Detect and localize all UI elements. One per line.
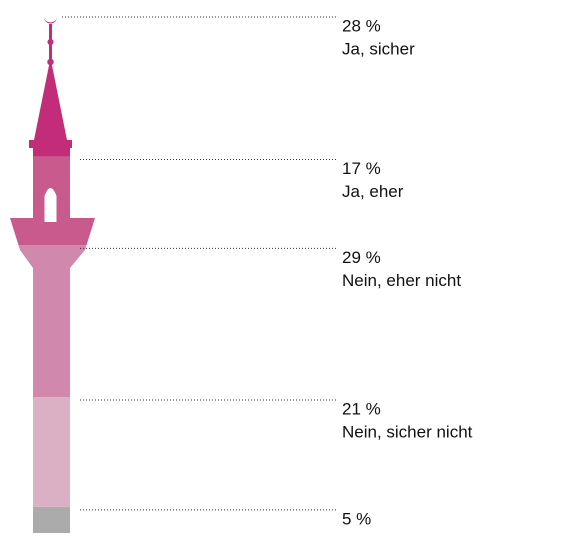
value-label: 21 % <box>342 400 381 419</box>
segment <box>10 506 95 533</box>
segment <box>10 397 95 507</box>
value-label: 29 % <box>342 248 381 267</box>
segment <box>10 17 95 157</box>
value-label: 28 % <box>342 16 381 35</box>
category-label: Nein, sicher nicht <box>342 423 473 442</box>
minaret <box>10 17 95 533</box>
segment <box>10 245 95 398</box>
window <box>44 188 57 222</box>
value-label: 5 % <box>342 509 371 528</box>
category-label: Ja, eher <box>342 182 404 201</box>
category-label: Nein, eher nicht <box>342 271 461 290</box>
value-label: 17 % <box>342 159 381 178</box>
category-label: Ja, sicher <box>342 39 415 58</box>
